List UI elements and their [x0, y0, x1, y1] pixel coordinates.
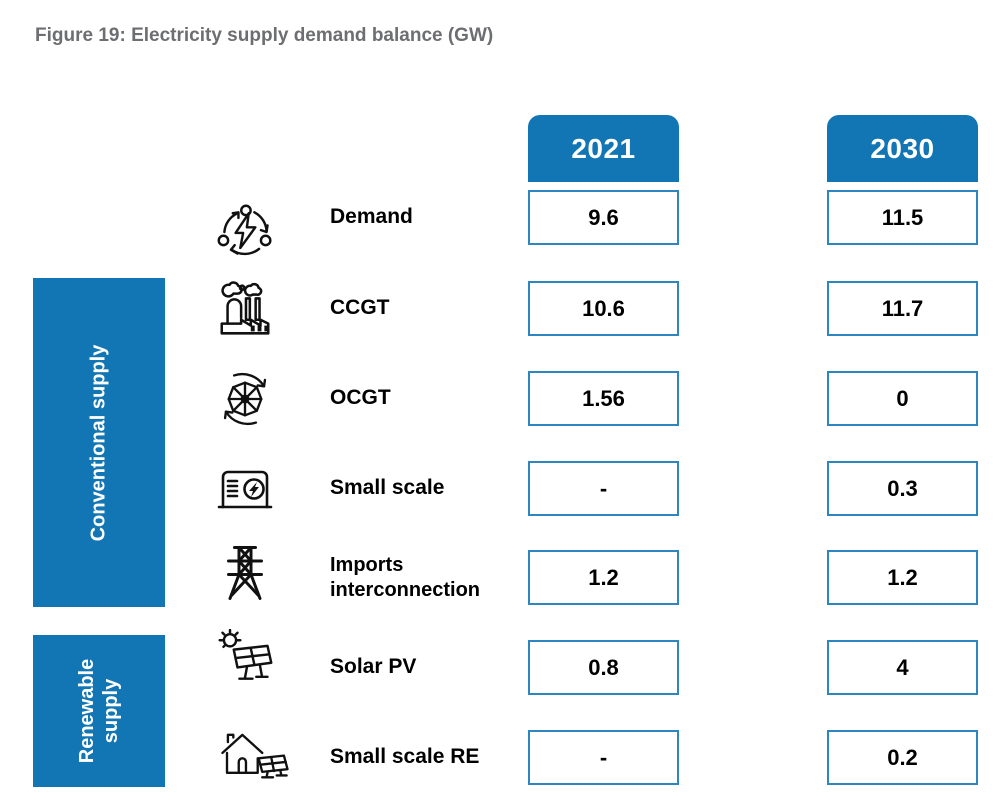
row-label: Demand [330, 205, 413, 229]
table-row-imports: Imports interconnection 1.2 1.2 [0, 545, 1000, 605]
table-row-ocgt: OCGT 1.56 0 [0, 371, 1000, 426]
value-ocgt-2030: 0 [827, 371, 978, 426]
row-label: Solar PV [330, 655, 417, 679]
value-solar-pv-2021: 0.8 [528, 640, 679, 695]
conventional-supply-group: Conventional supply [33, 278, 165, 607]
pylon-icon [202, 545, 288, 600]
column-header-2021: 2021 [528, 115, 679, 182]
table-row-ccgt: CCGT 10.6 11.7 [0, 280, 1000, 339]
factory-icon [202, 280, 288, 339]
row-label: Imports interconnection [330, 553, 481, 601]
value-solar-pv-2030: 4 [827, 640, 978, 695]
row-label: Small scale [330, 476, 445, 500]
value-ccgt-2021: 10.6 [528, 281, 679, 336]
generator-icon [202, 461, 288, 516]
column-header-2030: 2030 [827, 115, 978, 182]
value-imports-2030: 1.2 [827, 550, 978, 605]
value-demand-2021: 9.6 [528, 190, 679, 245]
value-demand-2030: 11.5 [827, 190, 978, 245]
value-small-scale-re-2021: - [528, 730, 679, 785]
row-label: Small scale RE [330, 745, 480, 769]
table-row-small-scale-re: Small scale RE - 0.2 [0, 730, 1000, 785]
row-label: CCGT [330, 296, 390, 320]
row-label: OCGT [330, 386, 391, 410]
renewable-supply-group: Renewable supply [33, 635, 165, 787]
value-ocgt-2021: 1.56 [528, 371, 679, 426]
value-small-scale-re-2030: 0.2 [827, 730, 978, 785]
value-ccgt-2030: 11.7 [827, 281, 978, 336]
value-imports-2021: 1.2 [528, 550, 679, 605]
turbine-icon [202, 371, 288, 426]
table-row-small-scale: Small scale - 0.3 [0, 461, 1000, 516]
figure-title: Figure 19: Electricity supply demand bal… [35, 25, 494, 46]
value-small-scale-2021: - [528, 461, 679, 516]
table-row-demand: Demand 9.6 11.5 [0, 190, 1000, 255]
table-row-solar-pv: Solar PV 0.8 4 [0, 628, 1000, 695]
house-solar-icon [212, 724, 298, 779]
demand-cycle-icon [202, 204, 288, 259]
value-small-scale-2030: 0.3 [827, 461, 978, 516]
solar-panel-icon [202, 628, 288, 686]
